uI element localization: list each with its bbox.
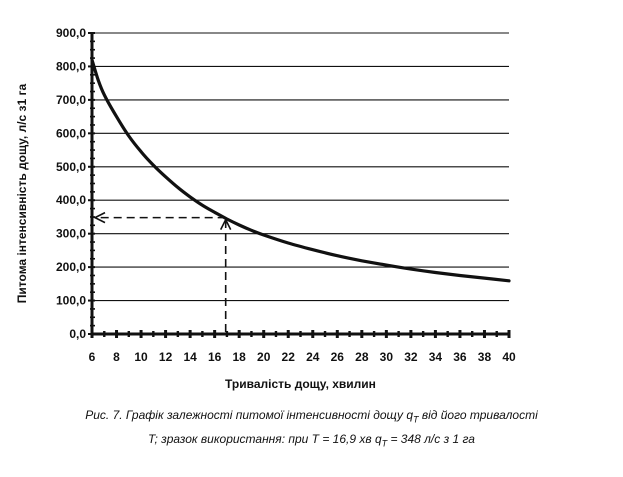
- y-tick-label: 100,0: [56, 294, 86, 308]
- caption-2-subscript: T: [381, 438, 388, 449]
- x-axis-label: Тривалість дощу, хвилин: [225, 377, 376, 391]
- caption-1-prefix: Рис. 7. Графік залежності питомої інтенс…: [85, 408, 414, 422]
- y-axis-ticks: 0,0 100,0 200,0 300,0 400,0 500,0 600,0 700,0 80…: [56, 26, 95, 341]
- x-tick-label: 34: [429, 350, 443, 364]
- x-axis-ticks: 6 8 10 12 14 16 18 20 22 24 26 28 30 32 34 36 38 40: [89, 330, 516, 364]
- y-tick-label: 400,0: [56, 193, 86, 207]
- x-tick-label: 10: [134, 350, 148, 364]
- caption-1-subscript: T: [413, 414, 419, 425]
- y-tick-label: 0,0: [69, 327, 86, 341]
- y-tick-label: 800,0: [56, 59, 86, 73]
- x-tick-label: 14: [183, 350, 197, 364]
- y-axis-label: Питома інтенсивність дощу, л/с з1 га: [15, 83, 29, 303]
- x-tick-label: 40: [502, 350, 516, 364]
- x-tick-label: 12: [159, 350, 173, 364]
- figure-caption-line-2: T; зразок використання: при T = 16,9 хв …: [0, 432, 623, 448]
- x-tick-label: 20: [257, 350, 271, 364]
- x-tick-label: 38: [478, 350, 492, 364]
- y-tick-label: 600,0: [56, 126, 86, 140]
- y-tick-label: 500,0: [56, 160, 86, 174]
- y-tick-label: 900,0: [56, 26, 86, 40]
- x-tick-label: 24: [306, 350, 320, 364]
- example-guides: [93, 211, 232, 332]
- series-line: [90, 58, 511, 283]
- x-tick-label: 22: [282, 350, 296, 364]
- x-tick-label: 6: [89, 350, 96, 364]
- x-tick-label: 32: [404, 350, 418, 364]
- example-arrow-left: [93, 211, 106, 224]
- x-tick-label: 18: [232, 350, 246, 364]
- x-tick-label: 30: [380, 350, 394, 364]
- y-tick-label: 200,0: [56, 260, 86, 274]
- y-tick-label: 300,0: [56, 227, 86, 241]
- x-tick-label: 8: [113, 350, 120, 364]
- x-tick-label: 26: [331, 350, 345, 364]
- caption-2-suffix: = 348 л/с з 1 га: [387, 432, 475, 446]
- gridlines: [90, 32, 509, 336]
- figure-caption-line-1: Рис. 7. Графік залежності питомої інтенс…: [0, 408, 623, 424]
- example-arrow-up: [219, 217, 232, 230]
- x-tick-label: 16: [208, 350, 222, 364]
- caption-2-prefix: T; зразок використання: при T = 16,9 хв …: [148, 432, 382, 446]
- chart: 0,0 100,0 200,0 300,0 400,0 500,0 600,0 700,0 80…: [15, 26, 516, 391]
- x-tick-label: 36: [453, 350, 467, 364]
- y-tick-label: 700,0: [56, 93, 86, 107]
- caption-1-suffix: від його тривалості: [418, 408, 538, 422]
- x-tick-label: 28: [355, 350, 369, 364]
